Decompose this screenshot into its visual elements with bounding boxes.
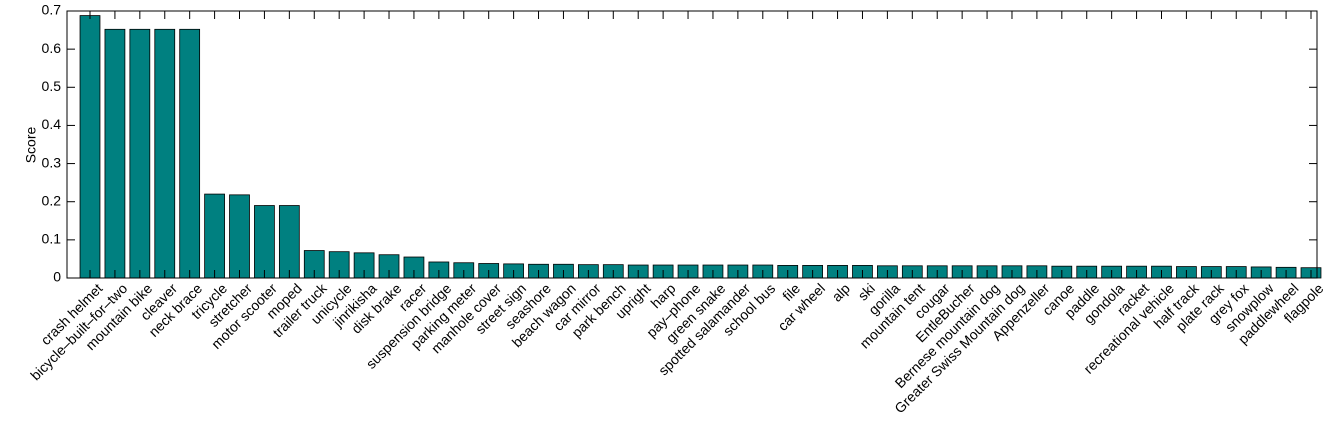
y-axis-label: Score — [23, 127, 39, 164]
bar — [79, 15, 101, 279]
y-tick-label: 0.3 — [42, 154, 62, 170]
bar — [104, 28, 126, 279]
bar — [278, 205, 300, 279]
y-tick-label: 0.2 — [42, 192, 62, 208]
y-tick-label: 0.7 — [42, 2, 62, 18]
y-tick-label: 0.1 — [42, 231, 62, 247]
bar — [204, 193, 225, 279]
bar — [154, 28, 176, 279]
y-tick-label: 0.5 — [42, 78, 62, 94]
x-tick-label: alp — [829, 280, 854, 305]
y-tick-label: 0.4 — [42, 116, 62, 132]
bar — [129, 28, 151, 279]
bar — [229, 194, 250, 279]
y-tick-label: 0 — [53, 269, 61, 285]
y-tick-label: 0.6 — [42, 40, 62, 56]
bar — [179, 28, 201, 279]
bar — [254, 205, 275, 279]
axes-box — [66, 10, 1318, 279]
